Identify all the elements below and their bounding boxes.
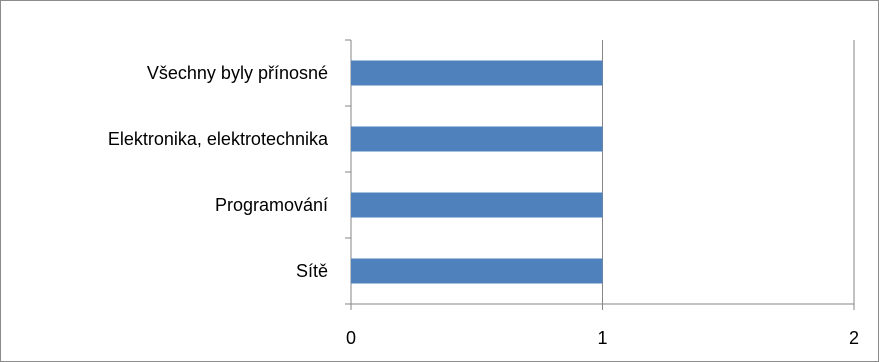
category-label: Všechny byly přínosné: [147, 63, 328, 83]
category-label: Programování: [215, 195, 328, 215]
bar: [351, 60, 603, 86]
category-label: Sítě: [296, 261, 328, 281]
category-label: Elektronika, elektrotechnika: [108, 129, 329, 149]
bar: [351, 126, 603, 152]
x-tick-label: 2: [849, 328, 859, 348]
x-tick-label: 1: [597, 328, 607, 348]
x-tick-label: 0: [346, 328, 356, 348]
bar: [351, 192, 603, 218]
bar: [351, 258, 603, 284]
